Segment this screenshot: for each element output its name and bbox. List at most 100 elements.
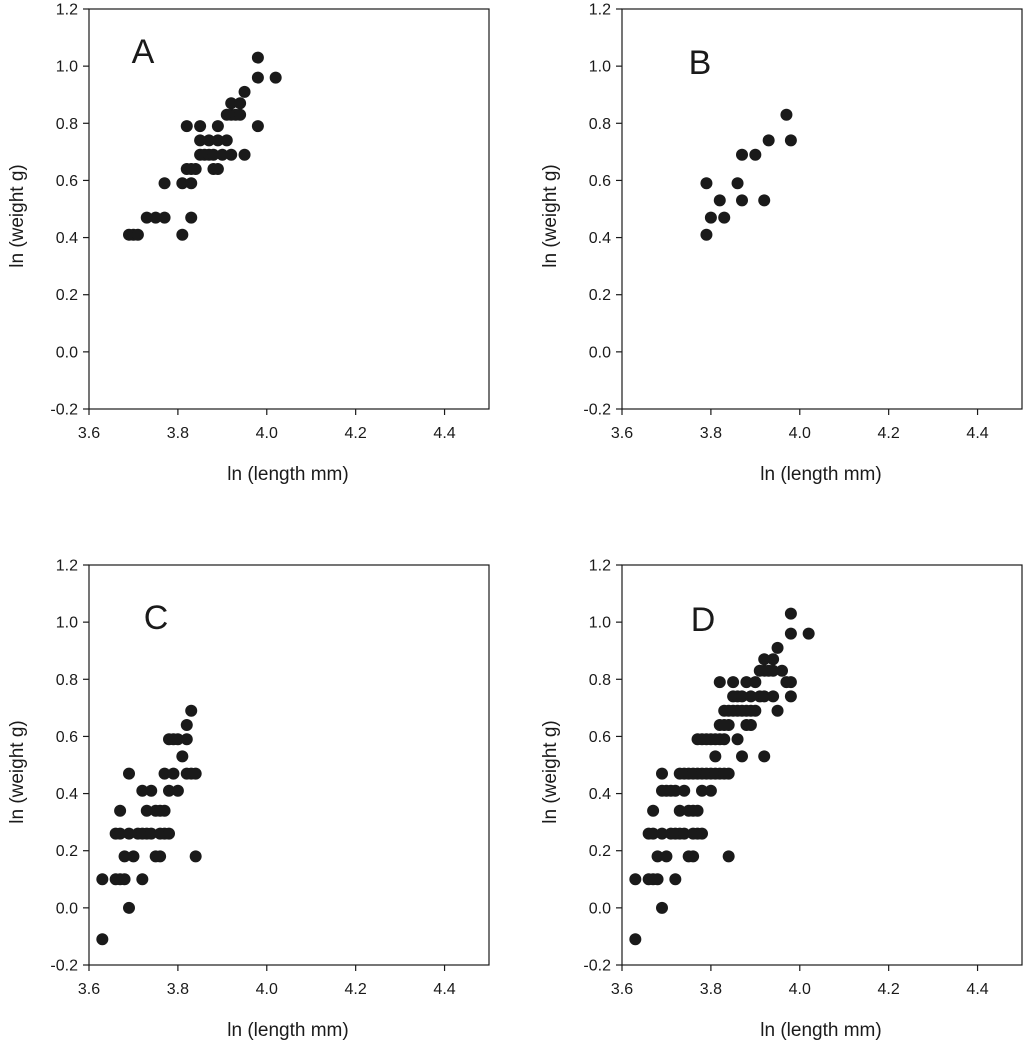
data-point bbox=[736, 690, 748, 703]
data-point bbox=[180, 120, 193, 133]
data-point bbox=[762, 134, 775, 147]
x-tick-label: 4.2 bbox=[345, 425, 367, 442]
data-point bbox=[154, 850, 167, 863]
y-tick-label: 0.6 bbox=[589, 729, 611, 746]
data-point bbox=[131, 228, 144, 241]
x-tick-label: 4.2 bbox=[345, 981, 367, 998]
data-point bbox=[136, 784, 149, 797]
data-point bbox=[669, 784, 682, 797]
data-point bbox=[158, 804, 171, 817]
data-point bbox=[180, 733, 193, 746]
data-point bbox=[211, 134, 224, 147]
y-tick-label: 0.2 bbox=[56, 843, 78, 860]
data-point bbox=[238, 148, 251, 161]
data-point bbox=[718, 211, 731, 224]
data-point bbox=[749, 676, 762, 689]
y-axis-title: ln (weight g) bbox=[540, 164, 561, 268]
data-point bbox=[96, 933, 109, 946]
x-tick-label: 4.4 bbox=[966, 981, 988, 998]
data-point bbox=[171, 784, 184, 797]
data-point bbox=[647, 804, 660, 817]
y-tick-label: 0.8 bbox=[56, 672, 78, 689]
data-point bbox=[189, 163, 202, 175]
data-point bbox=[251, 71, 264, 84]
data-point bbox=[127, 850, 140, 863]
x-tick-label: 4.0 bbox=[789, 425, 811, 442]
x-tick-label: 4.0 bbox=[256, 981, 278, 998]
data-point bbox=[776, 664, 788, 677]
data-point bbox=[149, 211, 162, 224]
data-point bbox=[713, 676, 726, 689]
data-point bbox=[145, 784, 158, 797]
data-point bbox=[718, 733, 731, 746]
data-point bbox=[731, 733, 744, 746]
data-point bbox=[163, 827, 175, 840]
data-point bbox=[758, 690, 771, 703]
scatter-panel-b: -0.2 0.0 0.2 0.4 0.6 0.8 1.0 1.2 3.6 3.8 4.0 4.2 4.4… bbox=[540, 2, 1023, 485]
data-point bbox=[185, 211, 198, 224]
x-axis-title: ln (length mm) bbox=[760, 1020, 881, 1041]
data-point bbox=[194, 134, 207, 147]
data-point bbox=[118, 873, 131, 886]
data-point bbox=[673, 804, 686, 817]
data-point bbox=[731, 177, 744, 190]
y-tick-label: 1.0 bbox=[589, 615, 611, 632]
y-tick-label: 0.4 bbox=[589, 786, 611, 803]
data-point bbox=[722, 767, 735, 780]
scatter-panel-a: -0.2 0.0 0.2 0.4 0.6 0.8 1.0 1.2 3.6 3.8 4.0 4.2 4.4… bbox=[7, 2, 490, 485]
data-point bbox=[784, 690, 797, 703]
data-point bbox=[784, 627, 797, 640]
data-point bbox=[656, 767, 668, 780]
data-point bbox=[189, 850, 202, 863]
data-point bbox=[238, 85, 251, 98]
y-axis-title: ln (weight g) bbox=[7, 720, 28, 824]
data-point bbox=[123, 827, 135, 840]
x-tick-label: 3.6 bbox=[78, 981, 100, 998]
data-point bbox=[678, 784, 691, 797]
panel-label: A bbox=[132, 33, 155, 71]
y-tick-label: -0.2 bbox=[583, 402, 611, 419]
data-point bbox=[691, 804, 704, 817]
x-tick-label: 4.4 bbox=[966, 425, 988, 442]
x-tick-label: 4.0 bbox=[256, 425, 278, 442]
data-point bbox=[234, 108, 247, 121]
y-tick-label: 0.6 bbox=[56, 173, 78, 190]
data-point bbox=[704, 784, 717, 797]
y-tick-label: 0.4 bbox=[589, 230, 611, 247]
y-tick-label: -0.2 bbox=[50, 958, 78, 975]
data-point bbox=[767, 690, 780, 703]
data-point bbox=[727, 676, 740, 689]
y-tick-label: 0.8 bbox=[589, 672, 611, 689]
data-point bbox=[176, 750, 189, 763]
data-point bbox=[189, 767, 202, 780]
y-tick-label: 0.6 bbox=[589, 173, 611, 190]
x-tick-label: 4.4 bbox=[433, 981, 455, 998]
plot-frame bbox=[88, 564, 490, 966]
y-tick-label: 0.4 bbox=[56, 230, 78, 247]
y-axis-title: ln (weight g) bbox=[7, 164, 28, 268]
data-point bbox=[167, 767, 180, 780]
data-point bbox=[736, 148, 748, 161]
x-tick-label: 4.4 bbox=[433, 425, 455, 442]
data-point bbox=[251, 120, 264, 133]
data-point bbox=[656, 901, 668, 914]
data-point bbox=[651, 873, 664, 886]
data-point bbox=[647, 827, 660, 840]
data-point bbox=[767, 653, 780, 666]
data-point bbox=[185, 177, 198, 190]
data-point bbox=[722, 850, 735, 863]
x-tick-label: 4.2 bbox=[878, 425, 900, 442]
x-axis-title: ln (length mm) bbox=[227, 464, 348, 485]
data-point bbox=[660, 850, 673, 863]
data-point bbox=[225, 148, 238, 161]
data-point bbox=[136, 873, 149, 886]
y-tick-label: 0.2 bbox=[56, 287, 78, 304]
data-point bbox=[629, 873, 642, 886]
data-point bbox=[744, 690, 757, 703]
data-point bbox=[180, 719, 193, 731]
x-tick-label: 3.8 bbox=[167, 981, 189, 998]
y-tick-label: 1.2 bbox=[589, 558, 611, 575]
x-tick-label: 3.6 bbox=[611, 981, 633, 998]
data-point bbox=[158, 767, 171, 780]
